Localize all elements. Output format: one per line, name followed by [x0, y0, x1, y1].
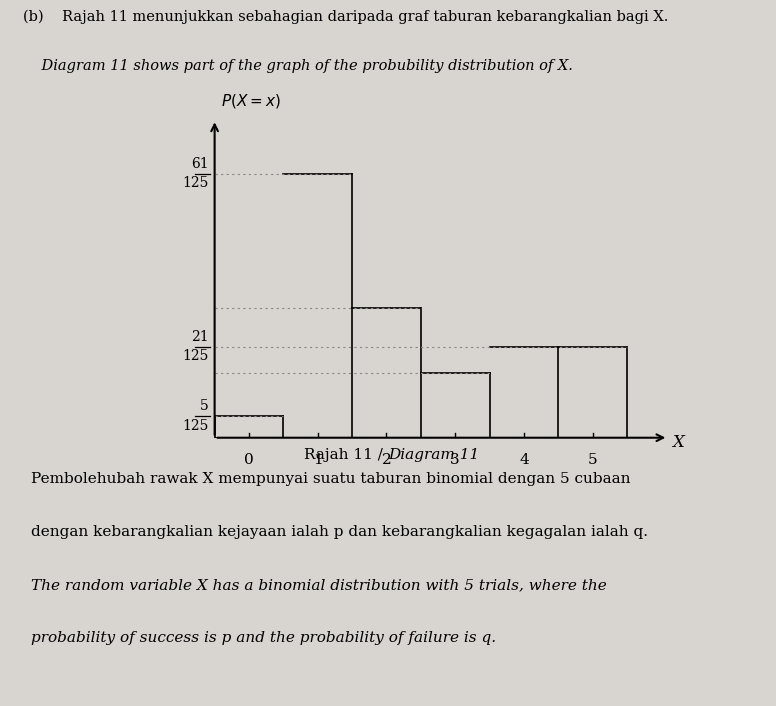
Text: 5: 5 [588, 453, 598, 467]
Text: X: X [672, 433, 684, 450]
Text: dengan kebarangkalian kejayaan ialah p dan kebarangkalian kegagalan ialah q.: dengan kebarangkalian kejayaan ialah p d… [31, 525, 648, 539]
Text: probability of success is p and the probability of failure is q.: probability of success is p and the prob… [31, 631, 496, 645]
Text: 4: 4 [519, 453, 528, 467]
Text: Diagram 11 shows part of the graph of the probubility distribution of X.: Diagram 11 shows part of the graph of th… [23, 59, 573, 73]
Text: 1: 1 [313, 453, 323, 467]
Text: The random variable X has a binomial distribution with 5 trials, where the: The random variable X has a binomial dis… [31, 578, 607, 592]
Text: 21: 21 [192, 330, 209, 344]
Text: (b)    Rajah 11 menunjukkan sebahagian daripada graf taburan kebarangkalian bagi: (b) Rajah 11 menunjukkan sebahagian dari… [23, 10, 669, 24]
Text: 61: 61 [192, 157, 209, 171]
Text: Rajah 11 /: Rajah 11 / [304, 448, 388, 462]
Text: Diagram 11: Diagram 11 [388, 448, 480, 462]
Text: 5: 5 [200, 400, 209, 413]
Text: 125: 125 [182, 349, 209, 364]
Text: Pembolehubah rawak X mempunyai suatu taburan binomial dengan 5 cubaan: Pembolehubah rawak X mempunyai suatu tab… [31, 472, 631, 486]
Text: 3: 3 [450, 453, 460, 467]
Text: 0: 0 [244, 453, 254, 467]
Text: 125: 125 [182, 419, 209, 433]
Text: $P(X = x)$: $P(X = x)$ [221, 92, 282, 109]
Text: 2: 2 [382, 453, 391, 467]
Text: 125: 125 [182, 176, 209, 191]
